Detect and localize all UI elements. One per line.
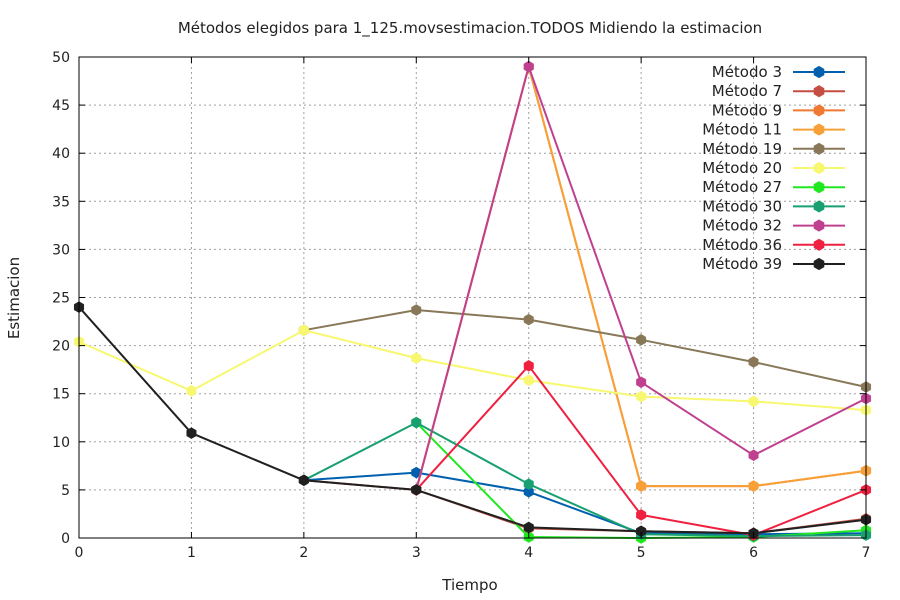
- series-line: [303, 421, 867, 538]
- data-point: [186, 385, 197, 397]
- series-line: [303, 309, 867, 388]
- x-tick-label: 1: [187, 545, 196, 561]
- legend-label: Método 30: [702, 197, 782, 215]
- legend-marker: [813, 238, 825, 251]
- data-point: [186, 427, 197, 439]
- data-point: [411, 304, 422, 316]
- y-tick-label: 35: [52, 194, 70, 210]
- data-point: [523, 313, 534, 326]
- x-tick-label: 3: [412, 545, 421, 561]
- legend-entry: Método 20: [702, 159, 845, 177]
- legend-marker: [813, 65, 825, 79]
- grid: [79, 57, 866, 538]
- data-point: [636, 334, 647, 346]
- legend-label: Método 3: [712, 63, 782, 81]
- legend-label: Método 11: [702, 121, 782, 139]
- series-line: [78, 306, 867, 535]
- legend-marker: [813, 85, 825, 98]
- legend-entry: Método 19: [702, 140, 845, 158]
- data-point: [748, 449, 759, 462]
- legend-entry: Método 36: [702, 236, 845, 254]
- legend-label: Método 39: [702, 255, 782, 273]
- legend-marker: [813, 181, 825, 194]
- data-point: [411, 484, 422, 496]
- y-tick-label: 40: [52, 146, 70, 162]
- legend-marker: [813, 161, 825, 175]
- x-tick-label: 2: [299, 545, 308, 561]
- data-point: [636, 390, 647, 403]
- x-tick-label: 5: [637, 545, 646, 561]
- data-point: [298, 324, 309, 336]
- legend-marker: [813, 219, 825, 232]
- y-tick-label: 45: [52, 98, 70, 114]
- data-point: [636, 480, 647, 492]
- y-tick-label: 50: [52, 50, 70, 66]
- y-tick-label: 5: [61, 483, 70, 499]
- y-axis-label: Estimacion: [5, 257, 23, 339]
- legend-label: Método 36: [702, 236, 782, 254]
- legend-entry: Método 30: [702, 197, 845, 215]
- x-tick-label: 7: [862, 545, 871, 561]
- data-point: [523, 374, 534, 386]
- legend-marker: [813, 200, 825, 213]
- legend-label: Método 20: [702, 159, 782, 177]
- data-point: [636, 376, 647, 388]
- legend-label: Método 27: [702, 178, 782, 196]
- legend-label: Método 7: [712, 82, 782, 100]
- data-point: [411, 416, 422, 429]
- x-tick-label: 6: [749, 545, 758, 561]
- legend-label: Método 19: [702, 140, 782, 158]
- x-axis-label: Tiempo: [441, 576, 497, 594]
- legend-entry: Método 9: [712, 101, 845, 119]
- data-point: [748, 480, 759, 492]
- data-point: [636, 509, 647, 521]
- y-tick-label: 0: [61, 531, 70, 547]
- y-tick-label: 10: [52, 435, 70, 451]
- data-point: [523, 60, 534, 73]
- data-point: [523, 521, 534, 534]
- legend-entry: Método 39: [702, 255, 845, 273]
- legend-marker: [813, 104, 825, 117]
- data-point: [748, 356, 759, 368]
- legend-marker: [813, 142, 825, 155]
- legend-entry: Método 32: [702, 217, 845, 235]
- y-tick-label: 25: [52, 291, 70, 307]
- x-tick-label: 0: [75, 545, 84, 561]
- series-11: [73, 301, 872, 539]
- chart-title: Métodos elegidos para 1_125.movsestimaci…: [178, 19, 762, 38]
- series-5: [298, 304, 872, 393]
- data-point: [523, 478, 534, 490]
- series-6: [73, 324, 872, 416]
- x-tick-label: 4: [524, 545, 533, 561]
- data-point: [748, 395, 759, 408]
- y-tick-label: 20: [52, 339, 70, 355]
- legend-entry: Método 27: [702, 178, 845, 196]
- series-line: [303, 471, 867, 536]
- legend-label: Método 32: [702, 217, 782, 235]
- legend-entry: Método 3: [712, 63, 845, 81]
- legend-marker: [813, 257, 825, 271]
- legend-marker: [813, 123, 825, 136]
- legend-label: Método 9: [712, 101, 782, 119]
- series-line: [78, 329, 867, 412]
- data-point: [523, 486, 534, 498]
- y-tick-label: 15: [52, 387, 70, 403]
- legend-entry: Método 7: [712, 82, 845, 100]
- data-point: [411, 352, 422, 364]
- legend-entry: Método 11: [702, 121, 845, 139]
- y-tick-label: 30: [52, 242, 70, 258]
- data-point: [298, 474, 309, 487]
- data-point: [523, 360, 534, 372]
